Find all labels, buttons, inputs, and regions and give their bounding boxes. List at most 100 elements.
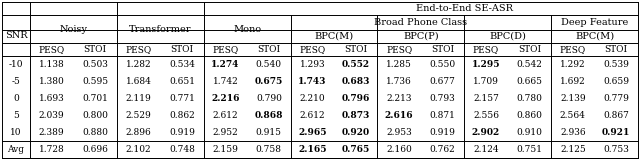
Text: 10: 10 bbox=[10, 128, 22, 137]
Text: 0.539: 0.539 bbox=[604, 60, 629, 69]
Text: 0.779: 0.779 bbox=[604, 94, 629, 103]
Text: 0.748: 0.748 bbox=[169, 145, 195, 154]
Text: 5: 5 bbox=[13, 111, 19, 120]
Text: 0.552: 0.552 bbox=[342, 60, 370, 69]
Text: 0.751: 0.751 bbox=[516, 145, 543, 154]
Text: 1.736: 1.736 bbox=[387, 77, 412, 86]
Text: 0.793: 0.793 bbox=[429, 94, 456, 103]
Text: 0.701: 0.701 bbox=[82, 94, 108, 103]
Text: 2.612: 2.612 bbox=[212, 111, 238, 120]
Text: STOI: STOI bbox=[605, 45, 628, 54]
Text: STOI: STOI bbox=[84, 45, 107, 54]
Text: 2.125: 2.125 bbox=[560, 145, 586, 154]
Text: Transformer: Transformer bbox=[129, 24, 191, 33]
Text: 0.790: 0.790 bbox=[256, 94, 282, 103]
Text: 0.871: 0.871 bbox=[429, 111, 456, 120]
Text: BPC(M): BPC(M) bbox=[314, 32, 353, 41]
Text: 1.742: 1.742 bbox=[212, 77, 238, 86]
Text: 2.160: 2.160 bbox=[387, 145, 412, 154]
Text: 2.210: 2.210 bbox=[300, 94, 325, 103]
Text: 0.780: 0.780 bbox=[516, 94, 542, 103]
Text: 0.862: 0.862 bbox=[169, 111, 195, 120]
Text: 2.902: 2.902 bbox=[472, 128, 500, 137]
Text: STOI: STOI bbox=[344, 45, 367, 54]
Text: PESQ: PESQ bbox=[386, 45, 412, 54]
Text: 0.920: 0.920 bbox=[342, 128, 370, 137]
Text: 0.919: 0.919 bbox=[169, 128, 195, 137]
Text: 2.952: 2.952 bbox=[212, 128, 238, 137]
Text: 0.683: 0.683 bbox=[342, 77, 370, 86]
Text: 2.213: 2.213 bbox=[387, 94, 412, 103]
Text: PESQ: PESQ bbox=[38, 45, 65, 54]
Text: 0: 0 bbox=[13, 94, 19, 103]
Text: 1.684: 1.684 bbox=[125, 77, 152, 86]
Text: PESQ: PESQ bbox=[473, 45, 499, 54]
Text: 1.709: 1.709 bbox=[473, 77, 499, 86]
Text: 0.753: 0.753 bbox=[604, 145, 629, 154]
Text: 0.665: 0.665 bbox=[516, 77, 543, 86]
Text: 2.139: 2.139 bbox=[560, 94, 586, 103]
Text: 2.119: 2.119 bbox=[125, 94, 152, 103]
Text: 2.165: 2.165 bbox=[298, 145, 326, 154]
Text: 0.771: 0.771 bbox=[169, 94, 195, 103]
Text: 0.762: 0.762 bbox=[429, 145, 456, 154]
Text: 0.677: 0.677 bbox=[429, 77, 456, 86]
Text: 1.295: 1.295 bbox=[472, 60, 500, 69]
Text: 1.293: 1.293 bbox=[300, 60, 325, 69]
Text: Noisy: Noisy bbox=[60, 24, 88, 33]
Text: 2.102: 2.102 bbox=[125, 145, 152, 154]
Text: STOI: STOI bbox=[257, 45, 280, 54]
Text: 1.292: 1.292 bbox=[560, 60, 586, 69]
Text: -10: -10 bbox=[9, 60, 23, 69]
Text: 1.693: 1.693 bbox=[39, 94, 65, 103]
Text: 1.138: 1.138 bbox=[39, 60, 65, 69]
Text: 2.953: 2.953 bbox=[387, 128, 412, 137]
Text: 2.157: 2.157 bbox=[473, 94, 499, 103]
Text: 2.039: 2.039 bbox=[39, 111, 65, 120]
Text: 2.216: 2.216 bbox=[211, 94, 239, 103]
Text: 2.896: 2.896 bbox=[125, 128, 152, 137]
Text: 2.936: 2.936 bbox=[560, 128, 586, 137]
Text: 0.595: 0.595 bbox=[82, 77, 108, 86]
Text: 0.868: 0.868 bbox=[255, 111, 283, 120]
Text: STOI: STOI bbox=[518, 45, 541, 54]
Text: BPC(D): BPC(D) bbox=[489, 32, 526, 41]
Text: 2.965: 2.965 bbox=[298, 128, 326, 137]
Text: 0.542: 0.542 bbox=[516, 60, 542, 69]
Text: 0.503: 0.503 bbox=[82, 60, 108, 69]
Text: 1.274: 1.274 bbox=[211, 60, 239, 69]
Text: 0.550: 0.550 bbox=[429, 60, 456, 69]
Text: 1.285: 1.285 bbox=[386, 60, 412, 69]
Text: 0.800: 0.800 bbox=[82, 111, 108, 120]
Text: 0.696: 0.696 bbox=[82, 145, 108, 154]
Text: 0.919: 0.919 bbox=[429, 128, 456, 137]
Text: BPC(M): BPC(M) bbox=[575, 32, 614, 41]
Text: 0.796: 0.796 bbox=[342, 94, 370, 103]
Text: Deep Feature: Deep Feature bbox=[561, 18, 628, 27]
Text: Avg: Avg bbox=[8, 145, 24, 154]
Text: 0.534: 0.534 bbox=[169, 60, 195, 69]
Text: 0.880: 0.880 bbox=[82, 128, 108, 137]
Text: SNR: SNR bbox=[4, 31, 28, 40]
Text: -5: -5 bbox=[12, 77, 20, 86]
Text: 2.556: 2.556 bbox=[473, 111, 499, 120]
Text: 0.540: 0.540 bbox=[256, 60, 282, 69]
Text: 2.389: 2.389 bbox=[39, 128, 65, 137]
Text: End-to-End SE-ASR: End-to-End SE-ASR bbox=[416, 4, 513, 13]
Text: 1.282: 1.282 bbox=[125, 60, 152, 69]
Text: STOI: STOI bbox=[170, 45, 193, 54]
Text: 0.873: 0.873 bbox=[342, 111, 370, 120]
Text: PESQ: PESQ bbox=[125, 45, 152, 54]
Text: 2.564: 2.564 bbox=[560, 111, 586, 120]
Text: Broad Phone Class: Broad Phone Class bbox=[374, 18, 467, 27]
Text: 1.380: 1.380 bbox=[39, 77, 65, 86]
Text: 2.529: 2.529 bbox=[125, 111, 152, 120]
Text: 0.651: 0.651 bbox=[169, 77, 195, 86]
Text: 2.159: 2.159 bbox=[212, 145, 238, 154]
Text: 0.867: 0.867 bbox=[604, 111, 629, 120]
Text: 0.910: 0.910 bbox=[516, 128, 542, 137]
Text: 0.659: 0.659 bbox=[604, 77, 629, 86]
Text: 1.743: 1.743 bbox=[298, 77, 326, 86]
Text: 2.612: 2.612 bbox=[300, 111, 325, 120]
Text: 2.124: 2.124 bbox=[473, 145, 499, 154]
